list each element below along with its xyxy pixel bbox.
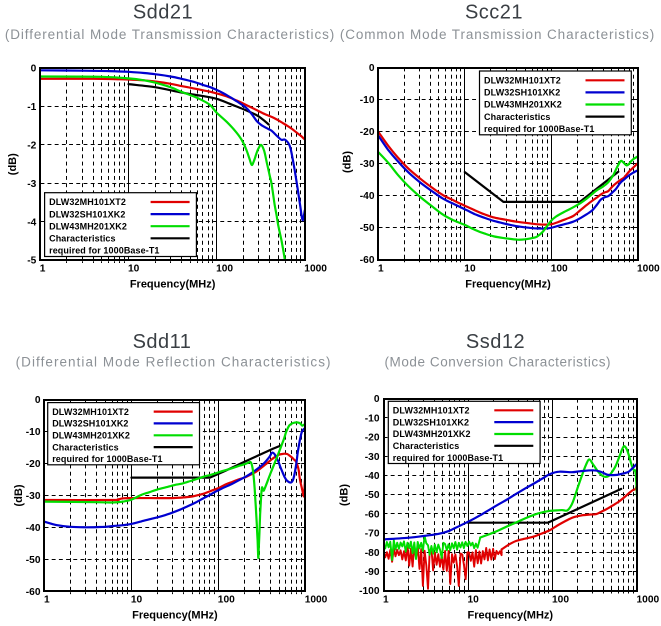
svg-text:required for 1000Base-T1: required for 1000Base-T1 bbox=[49, 246, 159, 256]
svg-text:-5: -5 bbox=[27, 256, 36, 267]
svg-text:-20: -20 bbox=[360, 127, 375, 138]
svg-text:Characteristics: Characteristics bbox=[49, 234, 116, 244]
svg-text:-50: -50 bbox=[360, 223, 375, 234]
svg-text:(Differential Mode Reflection: (Differential Mode Reflection Characteri… bbox=[16, 354, 332, 369]
svg-text:1: 1 bbox=[44, 595, 50, 606]
svg-text:required for 1000Base-T1: required for 1000Base-T1 bbox=[52, 454, 162, 464]
svg-text:-30: -30 bbox=[360, 159, 375, 170]
svg-text:-30: -30 bbox=[26, 491, 41, 502]
svg-text:Frequency(MHz): Frequency(MHz) bbox=[468, 609, 554, 621]
svg-text:DLW32SH101XK2: DLW32SH101XK2 bbox=[49, 209, 125, 219]
svg-text:(Differential Mode Transmissio: (Differential Mode Transmission Characte… bbox=[5, 27, 335, 42]
svg-text:(Common Mode Transmission Char: (Common Mode Transmission Characteristic… bbox=[340, 27, 655, 42]
svg-text:-100: -100 bbox=[359, 586, 380, 597]
svg-text:100: 100 bbox=[552, 595, 569, 606]
svg-text:Frequency(MHz): Frequency(MHz) bbox=[465, 279, 551, 291]
svg-text:DLW32SH101XK2: DLW32SH101XK2 bbox=[52, 419, 128, 429]
svg-text:-50: -50 bbox=[26, 555, 41, 566]
svg-text:-80: -80 bbox=[365, 548, 380, 559]
svg-text:-60: -60 bbox=[360, 255, 375, 266]
svg-text:DLW43MH201XK2: DLW43MH201XK2 bbox=[49, 221, 127, 231]
svg-text:-30: -30 bbox=[365, 452, 380, 463]
svg-text:DLW43MH201XK2: DLW43MH201XK2 bbox=[393, 429, 471, 439]
svg-text:-60: -60 bbox=[365, 509, 380, 520]
svg-text:-90: -90 bbox=[365, 567, 380, 578]
svg-text:-20: -20 bbox=[365, 433, 380, 444]
svg-text:Sdd11: Sdd11 bbox=[133, 331, 192, 353]
svg-text:Characteristics: Characteristics bbox=[484, 112, 551, 122]
svg-text:DLW43MH201XK2: DLW43MH201XK2 bbox=[484, 100, 562, 110]
svg-text:1: 1 bbox=[40, 264, 46, 275]
svg-text:-60: -60 bbox=[26, 587, 41, 598]
svg-text:-1: -1 bbox=[27, 102, 36, 113]
svg-text:10: 10 bbox=[464, 264, 476, 275]
svg-text:1000: 1000 bbox=[637, 264, 660, 275]
svg-text:required for 1000Base-T1: required for 1000Base-T1 bbox=[393, 453, 503, 463]
svg-text:10: 10 bbox=[131, 595, 143, 606]
svg-text:DLW32SH101XK2: DLW32SH101XK2 bbox=[393, 417, 469, 427]
svg-text:-50: -50 bbox=[365, 490, 380, 501]
svg-text:100: 100 bbox=[216, 264, 233, 275]
svg-text:10: 10 bbox=[128, 264, 140, 275]
svg-text:Sdd21: Sdd21 bbox=[133, 2, 193, 24]
svg-text:(dB): (dB) bbox=[338, 484, 350, 506]
svg-text:Ssd12: Ssd12 bbox=[466, 331, 525, 353]
svg-text:-40: -40 bbox=[365, 471, 380, 482]
svg-text:-10: -10 bbox=[26, 427, 41, 438]
svg-text:-10: -10 bbox=[360, 95, 375, 106]
svg-text:Frequency(MHz): Frequency(MHz) bbox=[130, 279, 216, 291]
svg-text:-20: -20 bbox=[26, 459, 41, 470]
svg-text:Characteristics: Characteristics bbox=[393, 441, 460, 451]
svg-text:100: 100 bbox=[218, 595, 235, 606]
svg-text:-4: -4 bbox=[27, 217, 36, 228]
svg-text:1: 1 bbox=[383, 595, 389, 606]
svg-text:(dB): (dB) bbox=[13, 484, 25, 506]
svg-text:DLW32MH101XT2: DLW32MH101XT2 bbox=[52, 407, 129, 417]
svg-text:Characteristics: Characteristics bbox=[52, 442, 119, 452]
svg-text:-40: -40 bbox=[360, 191, 375, 202]
svg-text:10: 10 bbox=[468, 595, 480, 606]
svg-text:(dB): (dB) bbox=[342, 151, 354, 173]
svg-text:Scc21: Scc21 bbox=[465, 2, 523, 24]
svg-text:1000: 1000 bbox=[305, 595, 328, 606]
svg-text:100: 100 bbox=[551, 264, 568, 275]
svg-text:1: 1 bbox=[378, 264, 384, 275]
svg-text:-3: -3 bbox=[27, 179, 36, 190]
svg-text:DLW32MH101XT2: DLW32MH101XT2 bbox=[49, 197, 126, 207]
svg-text:-2: -2 bbox=[27, 140, 36, 151]
svg-text:Frequency(MHz): Frequency(MHz) bbox=[132, 609, 218, 621]
svg-text:DLW43MH201XK2: DLW43MH201XK2 bbox=[52, 431, 130, 441]
svg-text:0: 0 bbox=[374, 394, 380, 405]
svg-text:(Mode Conversion Characteristi: (Mode Conversion Characteristics) bbox=[384, 354, 611, 369]
svg-text:required for 1000Base-T1: required for 1000Base-T1 bbox=[484, 124, 594, 134]
svg-text:-70: -70 bbox=[365, 529, 380, 540]
svg-text:0: 0 bbox=[369, 63, 375, 74]
svg-text:0: 0 bbox=[31, 64, 37, 75]
svg-text:DLW32SH101XK2: DLW32SH101XK2 bbox=[484, 88, 560, 98]
svg-text:(dB): (dB) bbox=[7, 153, 19, 175]
svg-text:-40: -40 bbox=[26, 523, 41, 534]
svg-text:1000: 1000 bbox=[304, 264, 327, 275]
svg-text:DLW32MH101XT2: DLW32MH101XT2 bbox=[393, 406, 470, 416]
svg-text:0: 0 bbox=[35, 395, 41, 406]
svg-text:DLW32MH101XT2: DLW32MH101XT2 bbox=[484, 76, 561, 86]
svg-text:-10: -10 bbox=[365, 413, 380, 424]
svg-text:1000: 1000 bbox=[637, 595, 660, 606]
